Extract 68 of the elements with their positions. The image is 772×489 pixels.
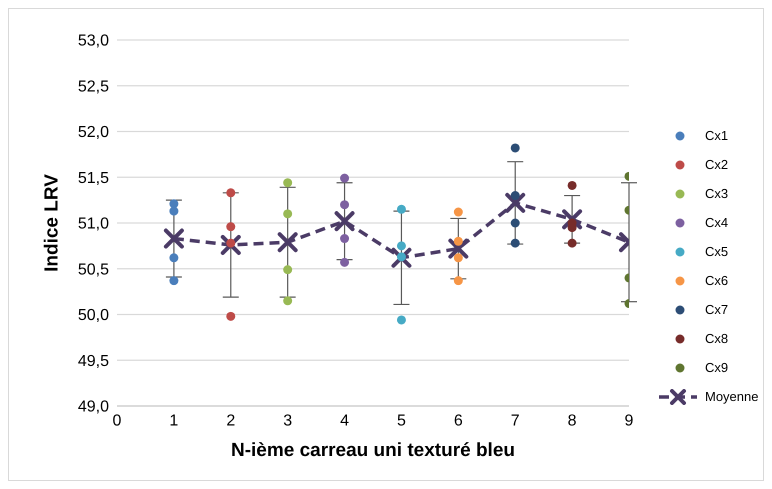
x-tick-label: 5 (396, 412, 406, 430)
point (396, 241, 406, 250)
y-tick-label: 51,5 (78, 170, 110, 187)
point (226, 238, 236, 248)
y-tick-label: 50,0 (78, 307, 110, 324)
legend-label: Cx8 (705, 331, 728, 346)
point (396, 204, 406, 214)
point (505, 192, 526, 213)
point (391, 248, 412, 268)
point (340, 258, 350, 267)
point (510, 218, 520, 228)
legend-label: Cx7 (705, 302, 728, 317)
y-tick-label: 53,0 (78, 32, 110, 50)
point (568, 180, 577, 190)
point (220, 234, 241, 255)
x-tick-label: 9 (624, 412, 634, 430)
x-tick-label: 1 (169, 412, 178, 430)
point (278, 232, 298, 252)
legend-label: Cx1 (705, 128, 728, 143)
y-tick-label: 49,0 (78, 398, 110, 416)
point (283, 265, 292, 274)
legend-label: Cx5 (705, 244, 728, 259)
point (562, 209, 582, 230)
point (169, 206, 178, 216)
point (454, 208, 463, 217)
point (340, 174, 350, 183)
point (169, 253, 178, 262)
x-tick-label: 0 (112, 412, 122, 430)
x-axis-title: N-ième carreau uni texturé bleu (230, 440, 516, 461)
point (454, 236, 463, 246)
point (454, 276, 463, 286)
y-axis-title: Indice LRV (42, 174, 63, 272)
point (226, 222, 236, 232)
y-tick-label: 52,0 (78, 124, 110, 142)
y-tick-label: 51,0 (78, 216, 110, 233)
y-tick-label: 50,5 (78, 261, 110, 278)
point (283, 209, 292, 218)
x-tick-label: 6 (454, 412, 463, 430)
point (510, 143, 520, 152)
point (226, 312, 236, 321)
x-tick-label: 8 (568, 412, 577, 430)
x-tick-label: 7 (510, 412, 520, 430)
legend-label: Cx3 (705, 186, 728, 201)
point (283, 178, 292, 188)
x-tick-label: 4 (340, 412, 350, 430)
point (510, 191, 520, 200)
point (226, 188, 236, 198)
legend-label: Moyenne (705, 389, 758, 404)
legend-label: Cx4 (705, 215, 728, 230)
point (396, 315, 406, 324)
point (169, 276, 178, 286)
point (396, 252, 406, 262)
y-tick-label: 52,5 (78, 78, 110, 96)
legend-label: Cx9 (705, 360, 728, 375)
point (283, 296, 292, 306)
legend-label: Cx2 (705, 157, 728, 172)
y-tick-label: 49,5 (78, 352, 110, 370)
x-tick-label: 2 (226, 412, 236, 430)
legend-label: Cx6 (705, 273, 728, 288)
x-tick-label: 3 (283, 412, 292, 430)
point (568, 238, 577, 248)
point (340, 234, 350, 244)
point (454, 253, 463, 262)
point (448, 238, 468, 259)
point (334, 211, 355, 232)
point (164, 228, 184, 249)
point (510, 238, 520, 248)
point (340, 200, 350, 210)
